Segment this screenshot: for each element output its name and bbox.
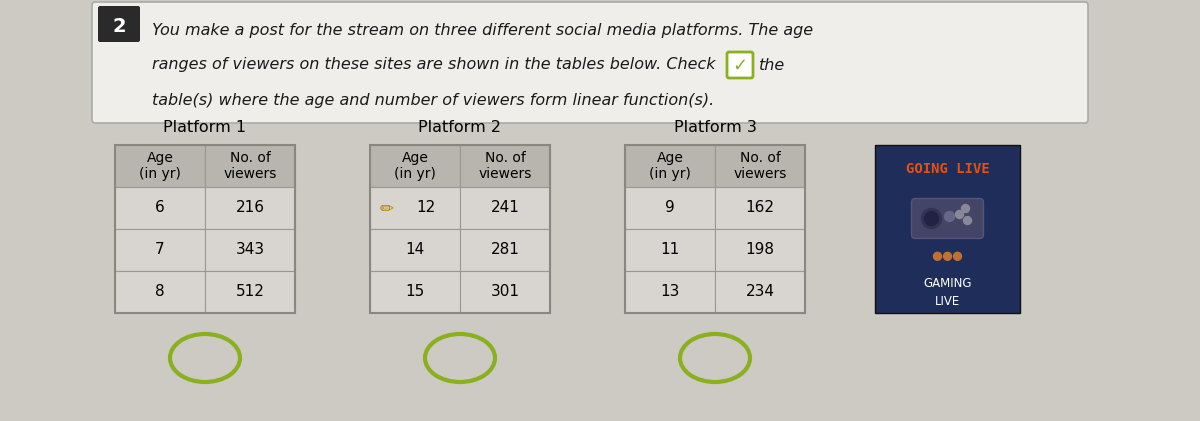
- Bar: [205, 145, 295, 187]
- Text: 343: 343: [235, 242, 264, 258]
- Text: 11: 11: [660, 242, 679, 258]
- Bar: [625, 229, 715, 271]
- Bar: [370, 229, 460, 271]
- Bar: [115, 187, 205, 229]
- Text: Age
(in yr): Age (in yr): [394, 151, 436, 181]
- Text: 12: 12: [416, 200, 436, 216]
- Text: 216: 216: [235, 200, 264, 216]
- Text: ✏: ✏: [379, 199, 394, 217]
- Circle shape: [934, 252, 942, 260]
- Text: No. of
viewers: No. of viewers: [733, 151, 787, 181]
- Text: table(s) where the age and number of viewers form linear function(s).: table(s) where the age and number of vie…: [152, 93, 714, 107]
- Circle shape: [922, 208, 942, 229]
- FancyBboxPatch shape: [912, 198, 984, 239]
- Text: 301: 301: [491, 285, 520, 299]
- Bar: [115, 229, 205, 271]
- FancyBboxPatch shape: [98, 6, 140, 42]
- Bar: [715, 271, 805, 313]
- Text: 162: 162: [745, 200, 774, 216]
- Bar: [205, 271, 295, 313]
- Text: Platform 2: Platform 2: [419, 120, 502, 134]
- Circle shape: [961, 205, 970, 213]
- Bar: [115, 145, 205, 187]
- Bar: [370, 187, 460, 229]
- Bar: [115, 271, 205, 313]
- Text: You make a post for the stream on three different social media platforms. The ag: You make a post for the stream on three …: [152, 22, 814, 37]
- Bar: [460, 271, 550, 313]
- Circle shape: [944, 211, 954, 221]
- Text: Platform 1: Platform 1: [163, 120, 246, 134]
- Bar: [625, 145, 805, 313]
- Text: ranges of viewers on these sites are shown in the tables below. Check: ranges of viewers on these sites are sho…: [152, 58, 715, 72]
- Text: 7: 7: [155, 242, 164, 258]
- Bar: [715, 145, 805, 187]
- Circle shape: [954, 252, 961, 260]
- Text: GAMING: GAMING: [923, 277, 972, 290]
- Bar: [370, 145, 550, 313]
- Text: 13: 13: [660, 285, 679, 299]
- Text: Platform 3: Platform 3: [673, 120, 756, 134]
- Bar: [460, 229, 550, 271]
- Text: 198: 198: [745, 242, 774, 258]
- Text: 9: 9: [665, 200, 674, 216]
- Text: No. of
viewers: No. of viewers: [479, 151, 532, 181]
- Text: LIVE: LIVE: [935, 295, 960, 308]
- Circle shape: [924, 211, 938, 226]
- Bar: [715, 229, 805, 271]
- Text: Age
(in yr): Age (in yr): [649, 151, 691, 181]
- Text: 241: 241: [491, 200, 520, 216]
- Text: the: the: [760, 58, 785, 72]
- Text: Age
(in yr): Age (in yr): [139, 151, 181, 181]
- Text: 2: 2: [112, 18, 126, 37]
- Text: 281: 281: [491, 242, 520, 258]
- Bar: [625, 145, 715, 187]
- Bar: [370, 145, 460, 187]
- Text: No. of
viewers: No. of viewers: [223, 151, 277, 181]
- Circle shape: [964, 216, 972, 224]
- Bar: [460, 187, 550, 229]
- Bar: [370, 271, 460, 313]
- Circle shape: [943, 252, 952, 260]
- Bar: [715, 187, 805, 229]
- Bar: [625, 187, 715, 229]
- Bar: [115, 145, 295, 313]
- Text: 15: 15: [406, 285, 425, 299]
- Text: ✓: ✓: [732, 57, 748, 75]
- Text: 6: 6: [155, 200, 164, 216]
- Bar: [205, 229, 295, 271]
- FancyBboxPatch shape: [727, 52, 754, 78]
- Bar: [460, 145, 550, 187]
- Text: 8: 8: [155, 285, 164, 299]
- Text: 234: 234: [745, 285, 774, 299]
- Bar: [625, 271, 715, 313]
- Circle shape: [955, 210, 964, 218]
- Bar: [875, 145, 1020, 313]
- Text: GOING LIVE: GOING LIVE: [906, 163, 989, 176]
- Text: 512: 512: [235, 285, 264, 299]
- FancyBboxPatch shape: [92, 2, 1088, 123]
- Bar: [205, 187, 295, 229]
- Text: 14: 14: [406, 242, 425, 258]
